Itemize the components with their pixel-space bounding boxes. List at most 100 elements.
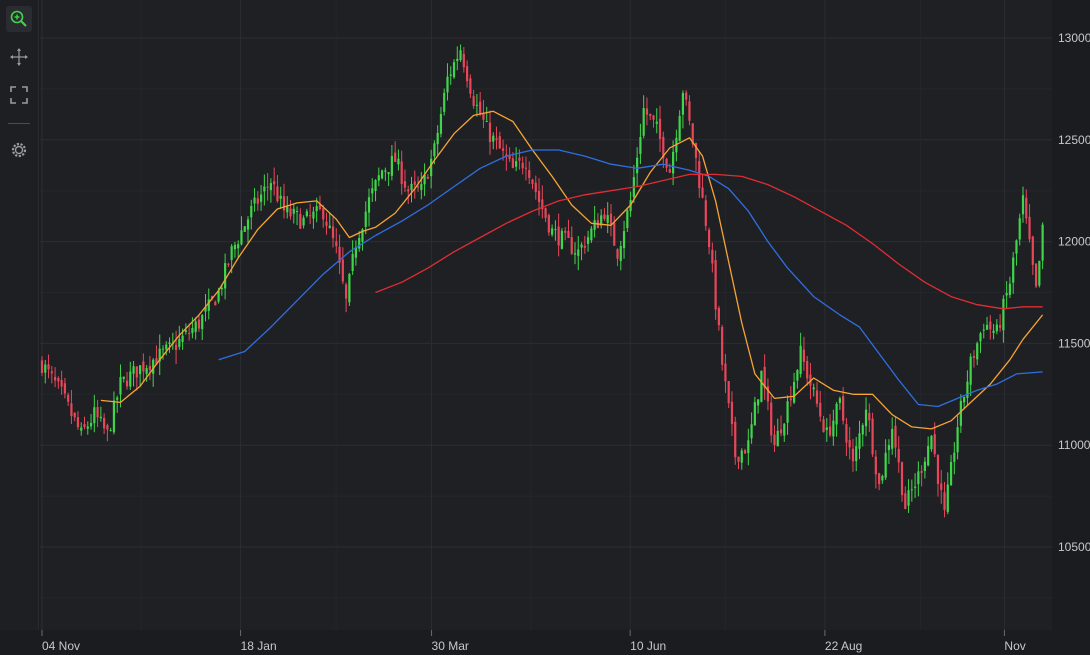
candle [394,141,397,163]
candle [583,235,586,254]
candle [152,358,155,387]
candle [145,365,148,382]
candle [295,206,299,226]
candle [822,415,825,433]
candle [864,397,868,437]
candle [985,316,989,330]
candle [83,416,86,430]
candle [851,438,855,472]
candle [531,178,534,190]
candle [282,183,286,219]
candle [528,161,531,184]
x-tick-label: 22 Aug [825,639,862,653]
candle [116,395,119,413]
candle [717,305,720,331]
candle [887,439,891,465]
candle [498,131,501,149]
candle [547,213,550,236]
candle [560,228,564,250]
candle [485,106,488,123]
candle [168,337,171,353]
candle [50,366,53,384]
candle [976,341,979,366]
candle [495,126,498,150]
candle [436,125,439,155]
x-axis: 04 Nov 18 Jan 30 Mar 10 Jun 22 Aug Nov [0,630,1090,655]
candle [358,231,361,252]
candle [413,170,416,199]
pan-tool-button[interactable] [6,44,32,70]
candle [253,188,256,212]
candle [459,44,462,62]
candle [374,179,377,202]
ma-line-3 [375,173,1043,310]
candle [479,92,482,117]
candle [639,123,642,165]
candle [207,288,210,320]
candle [603,208,606,221]
x-tick-label: Nov [1004,639,1025,653]
fit-to-screen-icon [10,86,28,104]
candle [452,59,456,79]
candle [237,240,240,258]
candle [135,366,138,391]
candle [1041,222,1044,270]
candle [786,395,789,435]
candle [678,110,681,142]
candle [662,131,665,169]
candle [423,163,426,197]
x-tick-label: 04 Nov [42,639,80,653]
candle [655,108,658,134]
candle [835,401,838,437]
candle [338,234,341,275]
x-axis-panel [0,630,1090,655]
candle [89,414,93,430]
candle [858,420,861,460]
fit-to-screen-button[interactable] [6,82,32,108]
candle [165,341,168,356]
candle [1002,295,1005,343]
candle [848,427,851,460]
candle [645,97,649,126]
candle [227,262,230,268]
candle [44,359,47,384]
candle [825,418,828,442]
candle [279,186,282,209]
candle [515,147,518,172]
candle [161,345,165,360]
candle [328,212,331,229]
candle [913,473,917,498]
candle [364,201,367,235]
candle [456,46,459,71]
candle [554,220,557,241]
x-tick-label: 30 Mar [432,639,469,653]
candle [760,370,763,403]
candle [142,353,145,382]
candle [524,156,528,181]
candle [940,470,943,504]
candle [793,372,796,404]
candle [743,448,747,454]
candle [197,315,201,332]
candle [590,226,593,244]
candle [345,282,348,313]
candle [371,178,374,203]
zoom-tool-button[interactable] [6,6,32,32]
candle [299,208,302,229]
settings-button[interactable] [6,137,32,163]
candle [325,212,328,235]
candle [315,197,318,223]
candle [721,324,724,371]
candle [701,174,704,199]
candle [923,457,926,479]
candle [403,169,407,193]
candle [1012,252,1015,294]
y-tick-label: 10500 [1058,540,1090,554]
candle [129,361,132,390]
candle [750,412,753,444]
candle [766,378,770,411]
candle [86,421,89,435]
candle [410,176,413,203]
candle [47,354,50,379]
